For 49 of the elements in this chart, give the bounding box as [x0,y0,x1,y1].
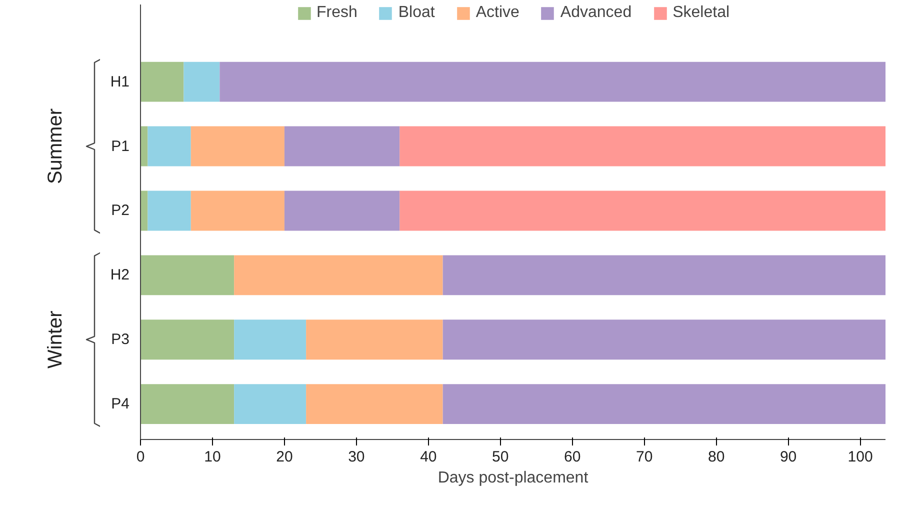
bar [140,62,184,102]
bar [284,126,400,166]
bar [140,384,234,424]
bar [140,190,148,231]
y-tick-label: P3 [111,331,130,348]
x-tick-label: 0 [136,448,145,466]
x-tick-label: 60 [564,448,581,466]
legend-label: Active [476,4,520,22]
x-tick-label: 100 [848,448,873,466]
y-tick-label: H1 [110,73,130,90]
bar [140,320,234,360]
x-tick-label: 30 [348,448,365,466]
bar [140,255,234,296]
bar [306,384,443,424]
bar [148,126,191,166]
y-tick-label: P4 [111,396,130,413]
x-tick-label: 10 [204,448,221,466]
bar [442,255,886,296]
legend-label: Advanced [560,4,632,22]
bar [400,190,886,231]
bar [140,126,148,166]
x-tick-label: 50 [492,448,509,466]
bar [234,255,443,296]
y-tick-label: P1 [111,138,130,155]
legend-label: Fresh [316,4,358,22]
bar [234,320,306,360]
text: Winter [44,310,66,369]
y-tick-label: P2 [111,202,130,220]
x-tick-label: 90 [780,448,797,466]
x-tick-label: 80 [708,448,725,466]
text: Summer [44,108,66,184]
bar [220,62,886,102]
y-tick-label: H2 [110,266,130,284]
bar [442,384,886,424]
x-tick-label: 20 [276,448,293,466]
bar [306,320,443,360]
bar [148,190,191,231]
bar [284,190,400,231]
bar [190,190,284,231]
bar [234,384,306,424]
legend-label: Bloat [398,4,435,22]
bar [442,320,886,360]
x-axis-title: Days post-placement [438,470,589,486]
x-tick-label: 40 [420,448,437,466]
x-tick-label: 70 [636,448,653,466]
bar [190,126,284,166]
bar [184,62,220,102]
legend-label: Skeletal [672,4,730,22]
bar [400,126,886,166]
